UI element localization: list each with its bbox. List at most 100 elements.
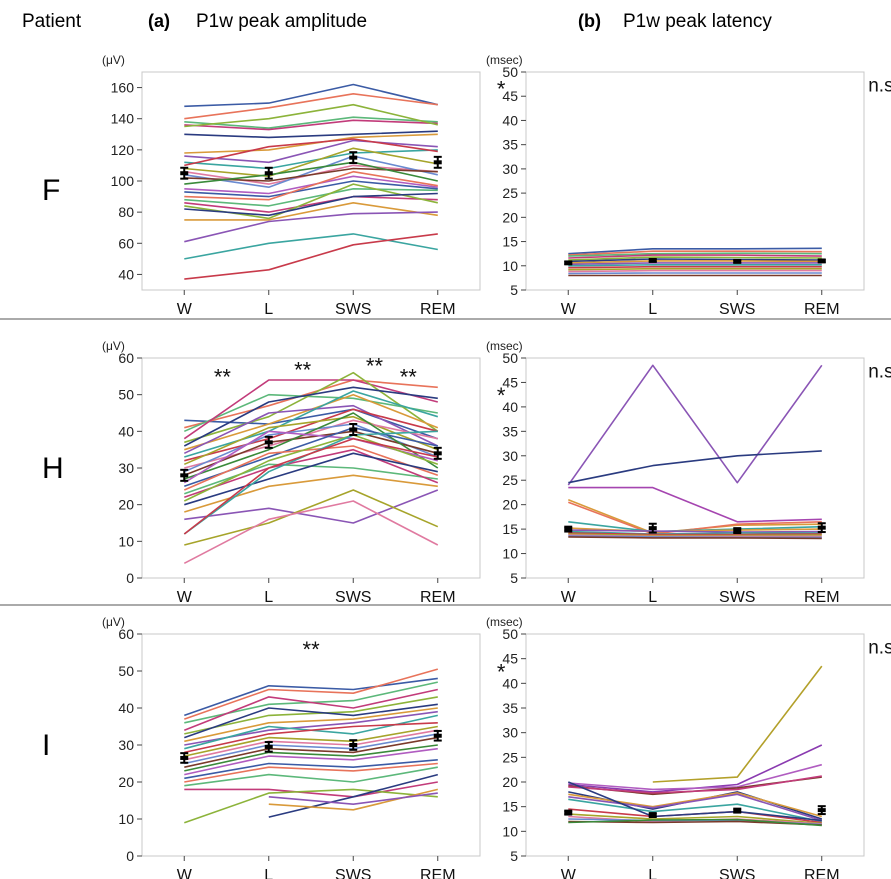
mean-marker	[648, 526, 657, 531]
series-line	[184, 766, 438, 787]
y-tick-label: 30	[502, 448, 518, 464]
plot-frame	[141, 633, 481, 857]
series-line	[568, 269, 822, 273]
panel-H_b: 5 10 15 20 25 30 35 40 45 50(msec) W L SWS REM n.s.	[486, 339, 891, 606]
significance-label: **	[303, 637, 321, 662]
x-tick-label: W	[561, 867, 577, 879]
series-line	[183, 404, 439, 455]
series-line	[568, 258, 822, 263]
y-tick-label: 30	[502, 725, 518, 741]
series-line	[184, 733, 438, 765]
y-tick-label: 5	[510, 570, 518, 586]
y-tick-label: 20	[502, 774, 518, 790]
mean-marker	[648, 258, 657, 263]
series-line	[184, 93, 438, 120]
series-line	[184, 379, 438, 429]
y-tick-label: 30	[502, 161, 518, 177]
significance-label: **	[400, 365, 418, 390]
x-tick-label: REM	[420, 589, 456, 606]
series-line	[184, 192, 438, 217]
y-tick-label: 40	[118, 266, 134, 282]
x-tick-label: SWS	[719, 301, 755, 318]
series-line	[568, 530, 822, 535]
series-line	[183, 445, 439, 491]
series-line	[184, 696, 438, 735]
mean-marker	[180, 171, 189, 176]
y-tick-label: 10	[502, 546, 518, 562]
series-line	[184, 130, 438, 139]
series-line	[568, 260, 822, 264]
y-tick-label: 60	[118, 350, 134, 366]
panel-I_b: 5 10 15 20 25 30 35 40 45 50(msec) W L SWS REM n.s.	[486, 615, 891, 879]
x-tick-label: L	[648, 589, 657, 606]
series-line	[184, 430, 439, 477]
series-line	[268, 792, 438, 806]
y-axis-unit: (msec)	[486, 615, 523, 629]
significance-label: n.s.	[868, 75, 891, 96]
y-axis-unit: (msec)	[486, 53, 523, 67]
x-tick-label: L	[264, 867, 273, 879]
series-line	[568, 533, 822, 537]
series-line	[184, 170, 438, 201]
y-tick-label: 10	[118, 811, 134, 827]
significance-label: **	[366, 354, 384, 379]
series-line	[184, 688, 438, 731]
row-label-I: I	[42, 729, 50, 762]
mean-marker	[564, 527, 573, 532]
y-tick-label: 50	[502, 350, 518, 366]
y-tick-label: 45	[502, 374, 518, 390]
series-line	[184, 788, 438, 824]
panel-a-title: P1w peak amplitude	[196, 11, 367, 32]
series-line	[184, 489, 439, 524]
panel-a-letter: (a)	[148, 11, 170, 31]
series-line	[184, 677, 438, 717]
series-line	[184, 668, 439, 720]
patient-header: Patient	[22, 11, 82, 32]
series-line	[184, 188, 438, 207]
series-line	[184, 452, 438, 506]
y-tick-label: 25	[502, 749, 518, 765]
y-tick-label: 50	[502, 64, 518, 80]
series-line	[184, 233, 438, 260]
mean-marker	[180, 473, 189, 478]
y-tick-label: 140	[111, 111, 135, 127]
y-tick-label: 15	[502, 234, 518, 250]
panel-b-letter: (b)	[578, 11, 601, 31]
series-line	[184, 703, 438, 739]
y-tick-label: 50	[118, 663, 134, 679]
x-tick-label: REM	[420, 867, 456, 879]
series-line	[183, 386, 438, 447]
y-tick-label: 5	[510, 282, 518, 298]
series-line	[183, 393, 438, 433]
series-line	[652, 665, 823, 783]
series-line	[184, 707, 438, 743]
y-tick-label: 20	[118, 774, 134, 790]
panel-F_a: 40 60 80 100 120 140 160 (μV) W L SWS REM *	[102, 53, 506, 318]
mean-marker	[180, 755, 189, 760]
series-line	[184, 412, 439, 480]
series-line	[568, 501, 822, 535]
x-tick-label: SWS	[719, 867, 755, 879]
series-line	[568, 793, 823, 822]
series-line	[184, 116, 438, 129]
y-tick-label: 120	[111, 142, 135, 158]
mean-marker	[564, 260, 573, 265]
y-tick-label: 30	[118, 460, 134, 476]
x-tick-label: L	[264, 301, 273, 318]
x-tick-label: REM	[804, 867, 840, 879]
series-line	[567, 781, 822, 822]
x-tick-label: SWS	[335, 589, 371, 606]
y-tick-label: 25	[502, 185, 518, 201]
y-tick-label: 20	[118, 497, 134, 513]
y-tick-label: 160	[111, 80, 135, 96]
y-tick-label: 10	[118, 533, 134, 549]
x-tick-label: SWS	[719, 589, 755, 606]
significance-label: n.s.	[868, 362, 891, 383]
series-line	[183, 500, 439, 565]
x-tick-label: L	[648, 301, 657, 318]
series-line	[184, 781, 438, 798]
significance-label: **	[214, 365, 232, 390]
